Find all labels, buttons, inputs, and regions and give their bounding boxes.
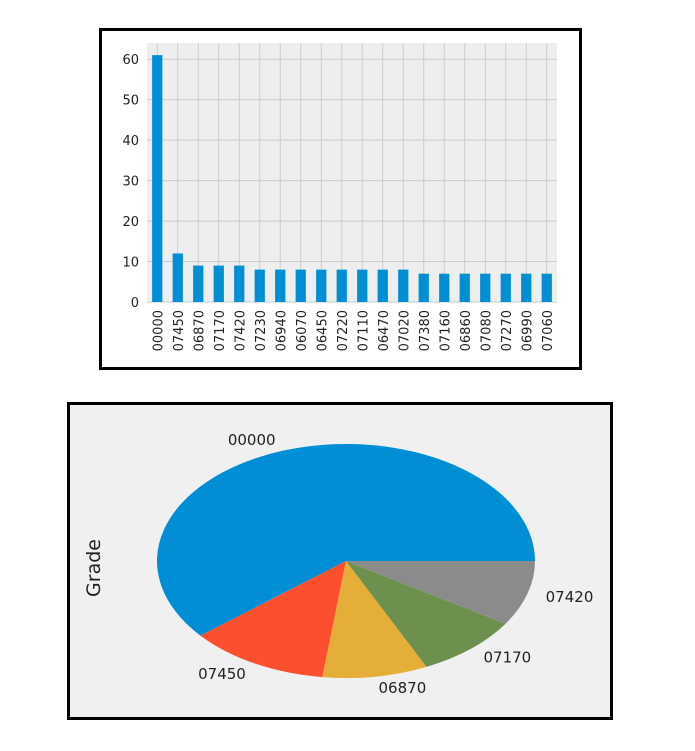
bar [193, 265, 204, 302]
x-tick-label: 07020 [397, 310, 412, 351]
x-tick-label: 07220 [336, 310, 351, 351]
bar [500, 273, 511, 302]
x-tick-label: 06070 [295, 310, 310, 351]
pie-label: 00000 [228, 431, 276, 449]
pie-label: 07170 [483, 649, 531, 667]
pie-label: 07450 [198, 665, 246, 683]
pie-label: 07420 [546, 588, 594, 606]
x-tick-label: 06450 [315, 310, 330, 351]
x-tick-label: 07230 [254, 310, 269, 351]
x-tick-label: 07060 [541, 310, 556, 351]
pie-slice [346, 561, 506, 667]
bar [152, 55, 163, 302]
bar [418, 273, 429, 302]
x-tick-label: 06870 [192, 310, 207, 351]
bar [254, 269, 265, 302]
x-tick-label: 06940 [274, 310, 289, 351]
y-tick-label: 60 [122, 53, 139, 68]
y-tick-label: 50 [122, 94, 139, 109]
x-tick-label: 07450 [172, 310, 187, 351]
x-tick-label: 07270 [500, 310, 515, 351]
y-tick-label: 20 [122, 215, 139, 230]
pie-slice [200, 561, 346, 678]
x-tick-label: 06860 [459, 310, 474, 351]
bar [521, 273, 532, 302]
bar [172, 253, 183, 302]
bar [541, 273, 552, 302]
bar [377, 269, 388, 302]
bar [275, 269, 286, 302]
x-tick-label: 07160 [438, 310, 453, 351]
bar [459, 273, 470, 302]
y-tick-label: 40 [122, 134, 139, 149]
x-tick-label: 07380 [418, 310, 433, 351]
y-tick-label: 10 [122, 256, 139, 271]
x-tick-label: 07170 [213, 310, 228, 351]
pie-slice [157, 444, 535, 636]
bar [439, 273, 450, 302]
x-tick-label: 00000 [151, 310, 166, 351]
bar [336, 269, 347, 302]
y-tick-label: 30 [122, 175, 139, 190]
bar [316, 269, 327, 302]
bar-chart-panel: 0 10 20 30 40 50 60 00000 07450 06870 07170 07420 07… [99, 28, 582, 370]
pie-slice [322, 561, 427, 678]
bar [234, 265, 245, 302]
bar-chart: 0 10 20 30 40 50 60 00000 07450 06870 07170 07420 07… [102, 31, 579, 367]
plot-area [147, 43, 557, 302]
bar [357, 269, 368, 302]
x-tick-label: 07110 [356, 310, 371, 351]
x-tick-label: 07420 [233, 310, 248, 351]
x-tick-label: 06990 [520, 310, 535, 351]
bar [295, 269, 306, 302]
pie-chart: 00000 07450 06870 07170 07420 Grade [70, 405, 610, 717]
bar [480, 273, 491, 302]
bar [398, 269, 409, 302]
y-tick-label: 0 [131, 296, 139, 311]
pie-slice [346, 561, 535, 624]
pie-label: 06870 [379, 679, 427, 697]
bar [213, 265, 224, 302]
pie-chart-panel: 00000 07450 06870 07170 07420 Grade [67, 402, 613, 720]
pie-ylabel: Grade [83, 539, 105, 597]
x-tick-label: 07080 [479, 310, 494, 351]
x-tick-label: 06470 [377, 310, 392, 351]
